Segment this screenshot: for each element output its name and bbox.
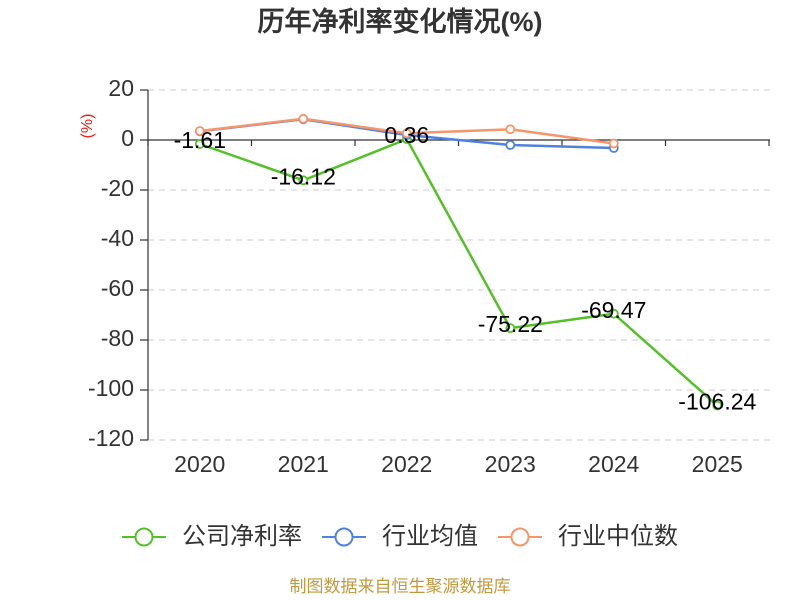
x-tick-label: 2020 bbox=[174, 451, 225, 477]
legend-item-industry-mean[interactable]: 行业均值 bbox=[322, 520, 478, 554]
company-net-margin-point bbox=[505, 323, 516, 334]
legend-label: 公司净利率 bbox=[182, 523, 302, 550]
legend-item-company-net-margin[interactable]: 公司净利率 bbox=[122, 520, 302, 554]
x-tick-label: 2024 bbox=[588, 451, 639, 477]
y-tick-label: 0 bbox=[121, 125, 134, 151]
chart-title: 历年净利率变化情况(%) bbox=[257, 7, 543, 37]
legend-item-industry-median[interactable]: 行业中位数 bbox=[498, 520, 678, 554]
y-axis-label: (%) bbox=[79, 114, 96, 139]
y-tick-label: -80 bbox=[101, 325, 134, 351]
company-net-margin-point bbox=[194, 139, 205, 149]
industry-median-point bbox=[401, 128, 412, 139]
company-net-margin-value-label: -69.47 bbox=[581, 297, 646, 323]
industry-median-point bbox=[194, 126, 205, 136]
x-tick-label: 2022 bbox=[381, 451, 432, 477]
series-layer bbox=[194, 113, 723, 411]
y-tick-label: -40 bbox=[101, 225, 134, 251]
legend-line-circle-icon bbox=[122, 527, 166, 547]
company-net-margin-value-label: -106.24 bbox=[678, 389, 756, 415]
x-tick-label: 2021 bbox=[278, 451, 329, 477]
y-tick-label: -20 bbox=[101, 175, 134, 201]
y-tick-label: -120 bbox=[88, 425, 134, 451]
legend-icon-circle bbox=[134, 527, 154, 547]
source-note: 制图数据来自恒生聚源数据库 bbox=[289, 577, 511, 596]
y-tick-label: 20 bbox=[108, 75, 134, 101]
axes: 20 0 -20 -40 -60 -80 -100 -120 2020 2021 2022 2023 2… bbox=[88, 75, 770, 477]
legend: 公司净利率 行业均值 行业中位数 bbox=[0, 520, 800, 554]
industry-median-point bbox=[505, 124, 516, 135]
x-tick-label: 2025 bbox=[692, 451, 743, 477]
company-net-margin-point bbox=[608, 308, 619, 319]
legend-icon-circle bbox=[510, 527, 530, 547]
y-tick-label: -60 bbox=[101, 275, 134, 301]
company-net-margin-line bbox=[198, 137, 719, 407]
legend-line-circle-icon bbox=[322, 527, 366, 547]
legend-icon-circle bbox=[334, 527, 354, 547]
company-net-margin-value-label: -75.22 bbox=[478, 311, 543, 337]
legend-label: 行业均值 bbox=[382, 523, 478, 550]
company-net-margin-point bbox=[298, 175, 309, 186]
grid-lines bbox=[148, 89, 770, 441]
industry-median-point bbox=[608, 138, 619, 149]
company-net-margin-value-label: -16.12 bbox=[271, 163, 336, 189]
y-tick-label: -100 bbox=[88, 375, 134, 401]
company-net-margin-point bbox=[712, 400, 723, 411]
legend-label: 行业中位数 bbox=[558, 523, 678, 550]
company-net-margin-value-label: -1.61 bbox=[174, 127, 226, 153]
company-net-margin-value-label: 0.36 bbox=[384, 122, 429, 148]
data-labels: -1.61 -16.12 0.36 -75.22 -69.47 -106.24 bbox=[174, 122, 757, 415]
legend-line-circle-icon bbox=[498, 527, 542, 547]
x-tick-label: 2023 bbox=[485, 451, 536, 477]
industry-median-point bbox=[298, 113, 309, 124]
industry-mean-point bbox=[505, 140, 516, 150]
